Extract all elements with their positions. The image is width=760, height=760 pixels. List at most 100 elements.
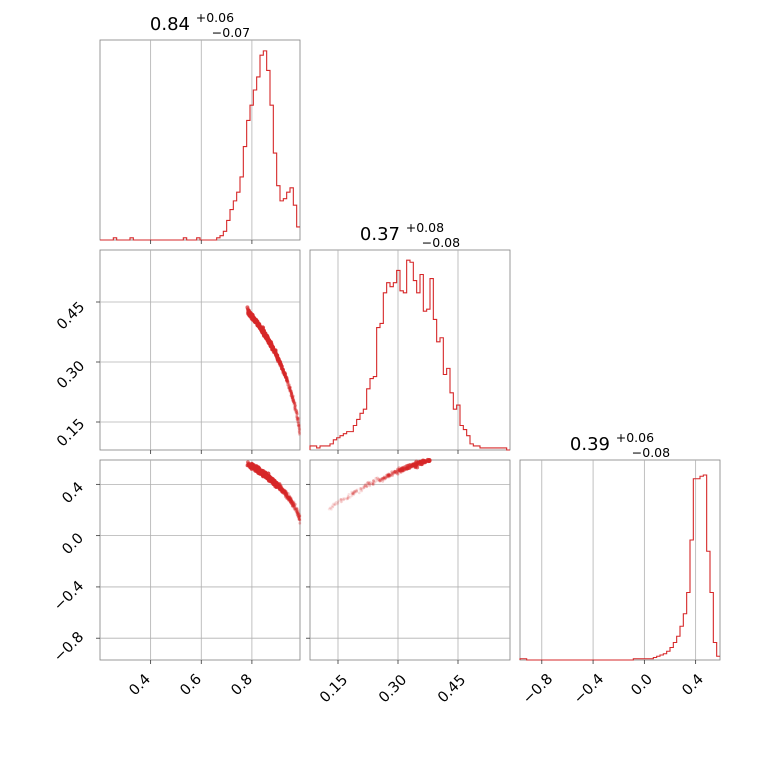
scatter-point [398,468,403,472]
grid [310,460,510,660]
scatter-point [298,518,301,521]
scatter-point [289,389,293,393]
scatter-point [382,475,386,479]
scatter-point [381,479,385,483]
scatter-point [291,505,295,509]
title-minus: −0.08 [422,235,460,250]
scatter-point [297,517,301,521]
scatter-point [331,505,334,509]
scatter-point [355,490,359,493]
scatter-point [295,415,299,419]
scatter-point [288,386,292,390]
scatter-point [380,477,384,481]
scatter-point [351,492,355,496]
scatter-point [292,401,296,405]
scatter-point [291,397,295,401]
scatter-point [396,467,400,472]
scatter-point [386,474,390,478]
scatter-point [420,458,425,463]
scatter-point [367,481,371,485]
scatter-point [399,467,404,472]
panel-joint-p1-p2: 0.15 0.30 0.45 [306,457,511,706]
scatter-point [333,503,337,506]
scatter-point [285,378,289,382]
scatter-p1-p2 [327,457,432,511]
scatter-point [399,470,403,474]
scatter-point [284,378,289,382]
scatter-point [280,364,284,369]
grid [100,460,300,660]
scatter-point [298,514,301,518]
scatter-point [291,400,295,404]
scatter-point [295,510,299,514]
scatter-point [288,496,292,500]
scatter-point [281,368,285,372]
scatter-point [289,501,293,505]
scatter-point [282,373,287,377]
title-median: 0.39 [570,434,610,455]
y-tick-labels-p2: −0.8 −0.4 0.0 0.4 [51,479,87,665]
scatter-point [390,471,395,475]
scatter-point [387,472,391,476]
scatter-point [292,507,296,511]
scatter-point [297,430,301,433]
scatter-point [293,502,297,506]
ticks [306,483,459,664]
scatter-point [343,497,346,500]
scatter-point [288,385,292,389]
scatter-point [287,386,291,390]
scatter-point [285,494,289,498]
scatter-point [285,379,290,383]
scatter-point [295,411,299,415]
panel-joint-p0-p2: −0.8 −0.4 0.0 0.4 0.4 0.6 0.8 [51,459,302,699]
bottom-ticks [337,450,459,454]
scatter-point [284,375,288,380]
scatter-point [393,469,397,473]
x-tick-label: 0.6 [177,671,205,699]
scatter-point [294,508,298,512]
scatter-point [296,417,300,421]
scatter-point [398,469,402,473]
scatter-point [285,378,289,382]
scatter-point [416,462,421,467]
scatter-point [374,476,378,480]
scatter-point [292,399,296,403]
scatter-point [296,512,300,516]
scatter-point [295,510,299,514]
scatter-point [283,371,287,375]
scatter-point [284,490,288,495]
scatter-point [296,417,300,421]
scatter-point [288,386,292,390]
scatter-point [289,498,293,502]
scatter-point [360,489,364,493]
scatter-point [284,493,288,498]
scatter-point [297,515,301,518]
scatter-point [288,386,292,390]
scatter-point [403,467,408,471]
scatter-point [353,489,357,493]
scatter-point [297,431,301,434]
scatter-point [288,497,292,501]
scatter-point [285,493,289,498]
scatter-point [248,464,253,469]
scatter-point [297,517,301,521]
scatter-point [297,515,301,518]
scatter-point [339,497,342,501]
scatter-point [295,513,299,516]
title-p1: 0.37 +0.08 −0.08 [360,216,460,250]
scatter-point [296,510,300,514]
scatter-point [360,486,363,490]
scatter-point [296,512,300,516]
scatter-point [363,484,367,488]
scatter-point [285,376,289,380]
scatter-point [288,385,292,389]
scatter-point [296,511,299,515]
scatter-point [269,344,274,349]
scatter-point [352,491,356,495]
scatter-point [335,502,339,506]
scatter-point [336,500,340,504]
scatter-point [293,406,297,410]
scatter-point [390,472,394,476]
scatter-point [293,401,296,405]
scatter-point [258,325,263,331]
